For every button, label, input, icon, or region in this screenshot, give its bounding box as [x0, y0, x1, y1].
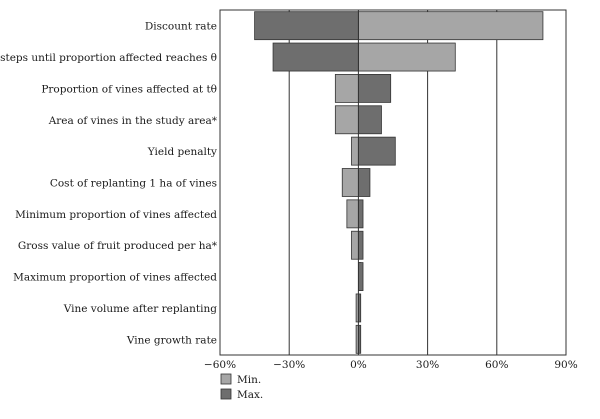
x-tick-labels: −60% −30% 0% 30% 60% 90%	[204, 359, 578, 371]
bar-min	[351, 136, 359, 166]
category-label: Time steps until proportion affected rea…	[0, 52, 217, 64]
x-tick-label: 30%	[416, 359, 439, 371]
legend: Min. Max.	[220, 373, 263, 401]
bar-max	[254, 11, 359, 41]
x-tick-label: −30%	[273, 359, 305, 371]
bar-min	[346, 199, 359, 229]
x-tick-label: −60%	[204, 359, 236, 371]
bar-min	[334, 74, 359, 103]
bar-max	[357, 262, 364, 291]
x-tick-label: 90%	[554, 359, 577, 371]
bar-max	[357, 136, 396, 166]
category-label: Maximum proportion of vines affected	[13, 272, 217, 284]
category-label: Vine growth rate	[126, 334, 217, 346]
bar-max	[357, 199, 364, 229]
bar-max	[357, 74, 392, 103]
category-label: Discount rate	[145, 21, 217, 33]
x-tick-label: 0%	[350, 359, 367, 371]
legend-label-max: Max.	[237, 389, 263, 401]
category-label: Cost of replanting 1 ha of vines	[50, 178, 217, 190]
bar-max	[272, 42, 359, 72]
bar-min	[334, 105, 359, 135]
legend-swatch-max	[220, 388, 232, 400]
legend-swatch-min	[220, 373, 232, 385]
category-label: Area of vines in the study area*	[48, 115, 218, 127]
bar-max	[357, 230, 364, 260]
bar-min	[357, 42, 456, 72]
category-label: Proportion of vines affected at tθ	[41, 83, 217, 95]
bars	[254, 11, 544, 354]
bar-max	[357, 105, 382, 135]
category-label: Minimum proportion of vines affected	[15, 209, 217, 221]
bar-min	[351, 230, 359, 260]
legend-label-min: Min.	[237, 374, 261, 386]
bar-min	[341, 168, 359, 197]
category-label: Gross value of fruit produced per ha*	[18, 240, 218, 252]
x-tick-label: 60%	[485, 359, 508, 371]
bar-max	[357, 168, 371, 197]
bar-min	[357, 11, 544, 41]
category-labels: Discount rate Time steps until proportion…	[0, 21, 218, 347]
category-label: Yield penalty	[147, 146, 217, 158]
category-label: Vine volume after replanting	[63, 303, 218, 315]
